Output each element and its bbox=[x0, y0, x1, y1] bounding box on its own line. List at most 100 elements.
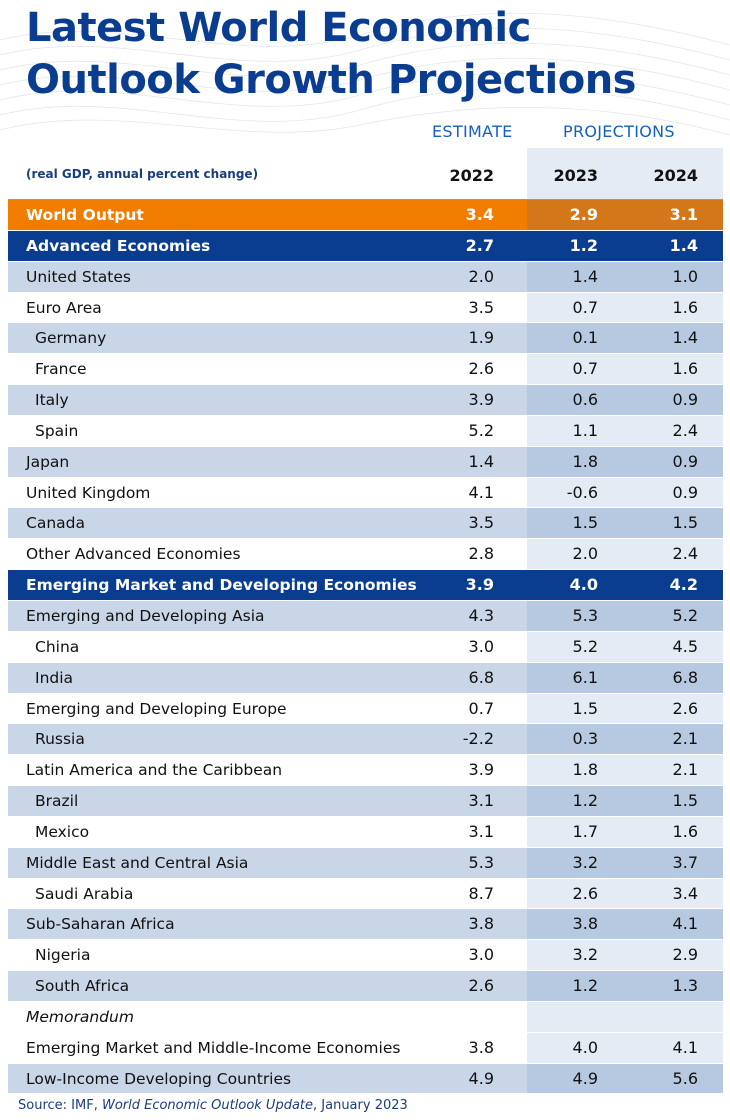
row-label: United Kingdom bbox=[26, 483, 151, 502]
proj-2023-cell-bg bbox=[527, 878, 625, 909]
row-label: Advanced Economies bbox=[26, 236, 211, 255]
value-2024: 2.9 bbox=[672, 945, 698, 965]
units-subtitle: (real GDP, annual percent change) bbox=[26, 167, 259, 181]
value-2022: 3.9 bbox=[468, 390, 494, 410]
proj-2023-cell-bg bbox=[527, 385, 625, 415]
value-2023: 4.0 bbox=[569, 575, 598, 595]
value-2024: 0.9 bbox=[672, 451, 698, 471]
proj-2024-cell-bg bbox=[625, 940, 723, 971]
table-row: United Kingdom 4.1 -0.6 0.9 bbox=[8, 477, 723, 509]
header-divider bbox=[8, 199, 723, 200]
table-row: Germany 1.9 0.1 1.4 bbox=[8, 323, 723, 355]
proj-2023-cell-bg bbox=[527, 1063, 625, 1094]
value-2023: 1.7 bbox=[572, 821, 598, 841]
value-2023: 3.2 bbox=[572, 945, 598, 965]
value-2022: 1.9 bbox=[468, 328, 494, 348]
table-row: Memorandum bbox=[8, 1001, 723, 1033]
source-publication: World Economic Outlook Update bbox=[101, 1098, 314, 1113]
value-2023: 2.9 bbox=[569, 205, 598, 224]
wave-background bbox=[0, 12, 730, 136]
table-row: India 6.8 6.1 6.8 bbox=[8, 662, 723, 694]
value-2022: -2.2 bbox=[462, 729, 494, 749]
proj-2023-cell-bg bbox=[527, 693, 625, 724]
value-2024: 0.9 bbox=[672, 390, 698, 410]
proj-2024-cell-bg bbox=[625, 539, 723, 570]
row-label: Mexico bbox=[35, 822, 90, 841]
value-2022: 2.0 bbox=[468, 266, 494, 286]
proj-2023-cell-bg bbox=[527, 292, 625, 323]
value-2024: 2.1 bbox=[672, 760, 698, 780]
proj-2024-cell-bg bbox=[625, 971, 723, 1001]
value-2022: 3.4 bbox=[465, 205, 494, 224]
value-2024: 2.1 bbox=[672, 729, 698, 749]
value-2024: 2.4 bbox=[672, 420, 698, 440]
value-2023: 1.2 bbox=[569, 235, 598, 255]
proj-2023-cell-bg bbox=[527, 230, 625, 261]
proj-2024-cell-bg bbox=[625, 1063, 723, 1094]
proj-2023-cell-bg bbox=[527, 570, 625, 600]
value-2022: 3.1 bbox=[468, 791, 494, 811]
estimate-header: ESTIMATE bbox=[432, 122, 513, 141]
value-2024: 3.1 bbox=[669, 205, 698, 224]
value-2023: 1.2 bbox=[572, 976, 598, 996]
proj-2024-cell-bg bbox=[625, 323, 723, 354]
value-2022: 5.2 bbox=[468, 420, 494, 440]
value-2022: 3.8 bbox=[468, 1037, 494, 1057]
proj-2024-cell-bg bbox=[625, 693, 723, 724]
row-label: Italy bbox=[35, 391, 69, 410]
table-row: Italy 3.9 0.6 0.9 bbox=[8, 385, 723, 416]
row-label: Japan bbox=[26, 452, 70, 471]
value-2024: 2.6 bbox=[672, 698, 698, 718]
row-label: Brazil bbox=[35, 792, 79, 811]
proj-2024-cell-bg bbox=[625, 570, 723, 600]
row-label: Emerging and Developing Asia bbox=[26, 606, 265, 625]
proj-2024-cell-bg bbox=[625, 724, 723, 755]
row-label: Russia bbox=[35, 730, 85, 749]
value-2022: 3.0 bbox=[468, 636, 494, 656]
year-2022-header: 2022 bbox=[449, 166, 494, 185]
table-row: Russia -2.2 0.3 2.1 bbox=[8, 724, 723, 756]
proj-2023-cell-bg bbox=[527, 600, 625, 631]
row-label: Memorandum bbox=[26, 1007, 134, 1026]
value-2022: 2.6 bbox=[468, 359, 494, 379]
row-label: France bbox=[35, 360, 87, 379]
value-2024: 4.5 bbox=[672, 636, 698, 656]
source-note: Source: IMF, World Economic Outlook Upda… bbox=[18, 1098, 408, 1113]
year-2023-header: 2023 bbox=[553, 166, 598, 185]
value-2023: 5.2 bbox=[572, 636, 598, 656]
proj-2023-cell-bg bbox=[527, 662, 625, 693]
value-2023: 1.2 bbox=[572, 791, 598, 811]
table-row: Emerging and Developing Asia 4.3 5.3 5.2 bbox=[8, 600, 723, 632]
table-row: Saudi Arabia 8.7 2.6 3.4 bbox=[8, 878, 723, 910]
row-label: Euro Area bbox=[26, 298, 102, 317]
proj-2024-cell-bg bbox=[625, 446, 723, 477]
value-2023: 0.6 bbox=[572, 390, 598, 410]
proj-2024-cell-bg bbox=[625, 385, 723, 415]
proj-2023-cell-bg bbox=[527, 786, 625, 816]
proj-2024-cell-bg bbox=[625, 631, 723, 662]
value-2023: 1.4 bbox=[572, 266, 598, 286]
value-2024: 1.3 bbox=[672, 976, 698, 996]
proj-2023-cell-bg bbox=[527, 539, 625, 570]
proj-2024-cell-bg bbox=[625, 662, 723, 693]
value-2024: 1.0 bbox=[672, 266, 698, 286]
table-row: Advanced Economies 2.7 1.2 1.4 bbox=[8, 230, 723, 262]
proj-2024-cell-bg bbox=[625, 878, 723, 909]
table-row: Low-Income Developing Countries 4.9 4.9 5.6 bbox=[8, 1063, 723, 1095]
value-2023: -0.6 bbox=[566, 482, 598, 502]
proj-2024-cell-bg bbox=[625, 261, 723, 292]
table-row: Latin America and the Caribbean 3.9 1.8 2.1 bbox=[8, 755, 723, 787]
row-label: Spain bbox=[35, 421, 79, 440]
value-2024: 0.9 bbox=[672, 482, 698, 502]
table-row: China 3.0 5.2 4.5 bbox=[8, 631, 723, 663]
value-2024: 4.1 bbox=[672, 1037, 698, 1057]
row-label: Sub-Saharan Africa bbox=[26, 915, 175, 934]
title-line-1: Latest World Economic bbox=[26, 5, 531, 51]
year-2024-header: 2024 bbox=[653, 166, 698, 185]
value-2022: 4.9 bbox=[468, 1068, 494, 1088]
table-row: Sub-Saharan Africa 3.8 3.8 4.1 bbox=[8, 909, 723, 941]
proj-2024-cell-bg bbox=[625, 200, 723, 230]
proj-2023-cell-bg bbox=[527, 724, 625, 755]
proj-2023-cell-bg bbox=[527, 354, 625, 385]
value-2022: 3.0 bbox=[468, 945, 494, 965]
